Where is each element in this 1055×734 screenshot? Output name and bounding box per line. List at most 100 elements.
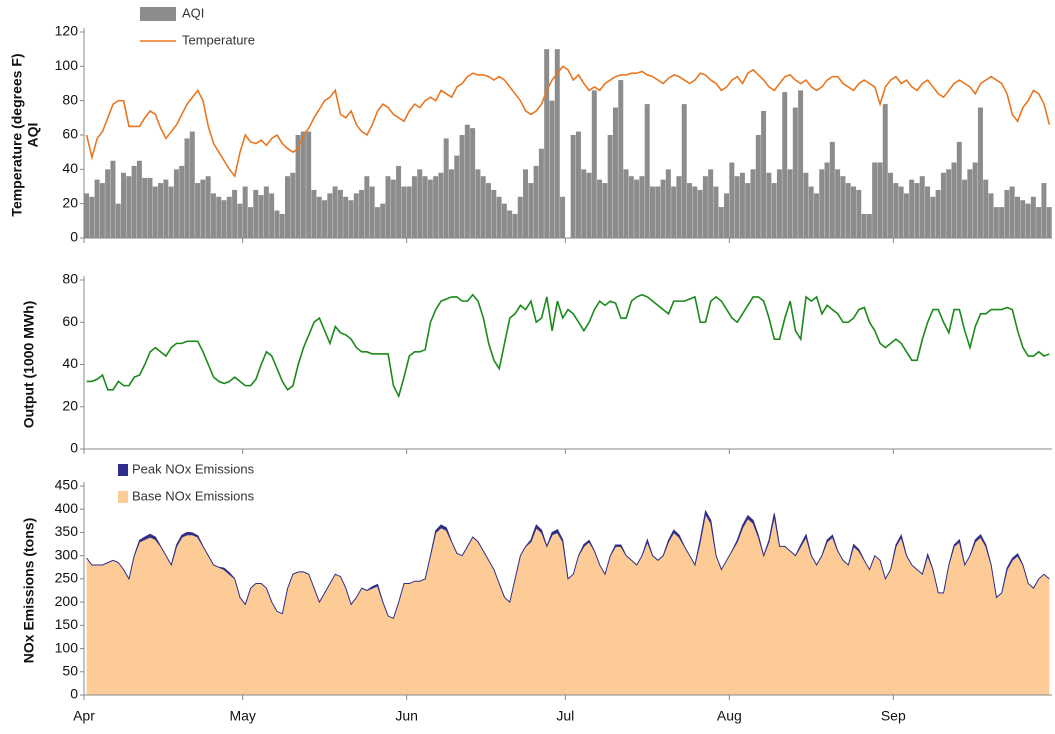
bar (877, 162, 883, 238)
bar (216, 196, 222, 238)
bar (713, 186, 719, 238)
bar (977, 107, 983, 239)
bar (570, 135, 576, 238)
bar (618, 80, 624, 238)
bar (687, 183, 693, 238)
y-tick-label: 20 (62, 194, 78, 210)
bar (300, 131, 306, 238)
x-tick-label: May (229, 708, 255, 724)
bar (739, 172, 745, 238)
bar (649, 186, 655, 238)
y-tick-label: 450 (55, 477, 79, 493)
bar (173, 169, 179, 238)
bar (872, 162, 878, 238)
bar (105, 169, 111, 238)
bar (560, 196, 566, 238)
bar (195, 183, 201, 238)
bar (401, 186, 407, 238)
bar (1004, 189, 1010, 238)
bar (433, 176, 439, 238)
bar (110, 160, 116, 238)
y-tick-label: 0 (70, 686, 78, 702)
bar (269, 193, 275, 238)
bar (856, 189, 862, 238)
bar (163, 179, 169, 238)
bar (946, 169, 952, 238)
bar (332, 186, 338, 238)
bar (623, 169, 629, 238)
bar (988, 193, 994, 238)
bar (708, 169, 714, 238)
bar (232, 189, 238, 238)
legend-swatch (140, 7, 176, 21)
bar (147, 177, 153, 238)
area (86, 513, 1050, 695)
bar (840, 176, 846, 238)
bar (951, 162, 957, 238)
y-tick-label: 100 (55, 57, 79, 73)
bar (607, 135, 613, 238)
bar (634, 179, 640, 238)
bar (835, 169, 841, 238)
bar (575, 131, 581, 238)
y-tick-label: 60 (62, 126, 78, 142)
bar (729, 162, 735, 238)
bar (226, 196, 232, 238)
bar (1009, 186, 1015, 238)
bar (327, 193, 333, 238)
bar (903, 193, 909, 238)
bar (126, 176, 132, 238)
y-tick-label: 200 (55, 593, 79, 609)
y-tick-label: 80 (62, 91, 78, 107)
bar (533, 165, 539, 238)
y-axis-label: Output (1000 MWh) (21, 301, 37, 429)
y-tick-label: 120 (55, 23, 79, 39)
bar (480, 176, 486, 238)
bar (306, 131, 312, 238)
bar (390, 179, 396, 238)
bar (1046, 207, 1052, 238)
bar (861, 213, 867, 238)
bar (692, 186, 698, 238)
bar (322, 200, 328, 238)
bar (152, 186, 158, 238)
y-tick-label: 40 (62, 355, 78, 371)
bar (311, 189, 317, 238)
bar (263, 186, 269, 238)
bar (597, 179, 603, 238)
bar (655, 186, 661, 238)
y-tick-label: 40 (62, 160, 78, 176)
bar (464, 124, 470, 238)
y-tick-label: 350 (55, 523, 79, 539)
bar (348, 200, 354, 238)
bar (972, 162, 978, 238)
bar (517, 196, 523, 238)
bar (538, 148, 544, 238)
x-tick-label: Jul (556, 708, 574, 724)
bar (443, 138, 449, 238)
bar (776, 169, 782, 238)
bar (935, 189, 941, 238)
bar (168, 186, 174, 238)
bar (99, 183, 105, 238)
bar (427, 179, 433, 238)
bar (1030, 196, 1036, 238)
bar (888, 172, 894, 238)
bar (142, 177, 148, 238)
y-tick-label: 100 (55, 639, 79, 655)
bar (528, 183, 534, 238)
line (85, 65, 1051, 179)
bar (771, 183, 777, 238)
bar (1014, 196, 1020, 238)
area (86, 509, 1050, 620)
bar (184, 138, 190, 238)
bar (486, 183, 492, 238)
bar (639, 176, 645, 238)
bar (491, 189, 497, 238)
bar (925, 186, 931, 238)
y-tick-label: 250 (55, 570, 79, 586)
bar (549, 100, 555, 239)
bar (824, 162, 830, 238)
bar (1041, 183, 1047, 238)
bar (343, 196, 349, 238)
